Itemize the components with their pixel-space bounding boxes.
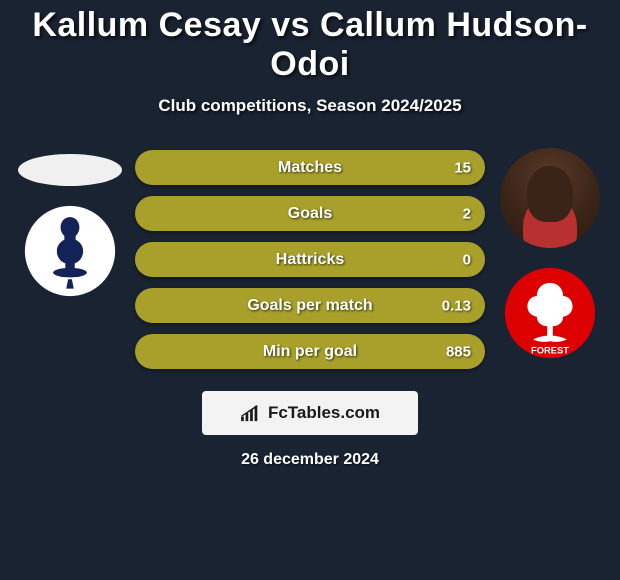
right-player-avatar [500,148,600,248]
stat-value-right: 0.13 [442,297,471,314]
stat-label: Matches [278,159,342,177]
stat-bar: Matches 15 [135,150,485,185]
stat-value-right: 15 [454,159,471,176]
bar-chart-icon [240,404,262,422]
tottenham-logo-icon [23,204,117,298]
stat-bar: Goals per match 0.13 [135,288,485,323]
right-club-logo: FOREST [503,266,597,360]
stat-label: Hattricks [276,251,344,269]
stat-label: Goals per match [247,297,372,315]
source-badge: FcTables.com [202,391,418,435]
stat-label: Goals [288,205,332,223]
brand-text: FcTables.com [268,403,380,423]
nottingham-forest-logo-icon: FOREST [503,266,597,360]
left-player-avatar [18,154,122,186]
comparison-title: Kallum Cesay vs Callum Hudson-Odoi [0,6,620,84]
stat-bar: Min per goal 885 [135,334,485,369]
stat-value-right: 885 [446,343,471,360]
right-player-column: FOREST [495,148,605,360]
stat-value-right: 2 [463,205,471,222]
season-subtitle: Club competitions, Season 2024/2025 [0,96,620,116]
stat-value-right: 0 [463,251,471,268]
stat-label: Min per goal [263,343,357,361]
left-club-logo [23,204,117,298]
snapshot-date: 26 december 2024 [0,451,620,469]
stats-bars: Matches 15 Goals 2 Hattricks 0 Goals per match… [135,148,485,369]
stat-bar: Goals 2 [135,196,485,231]
stat-bar: Hattricks 0 [135,242,485,277]
left-player-column [15,148,125,298]
svg-text:FOREST: FOREST [531,344,569,355]
